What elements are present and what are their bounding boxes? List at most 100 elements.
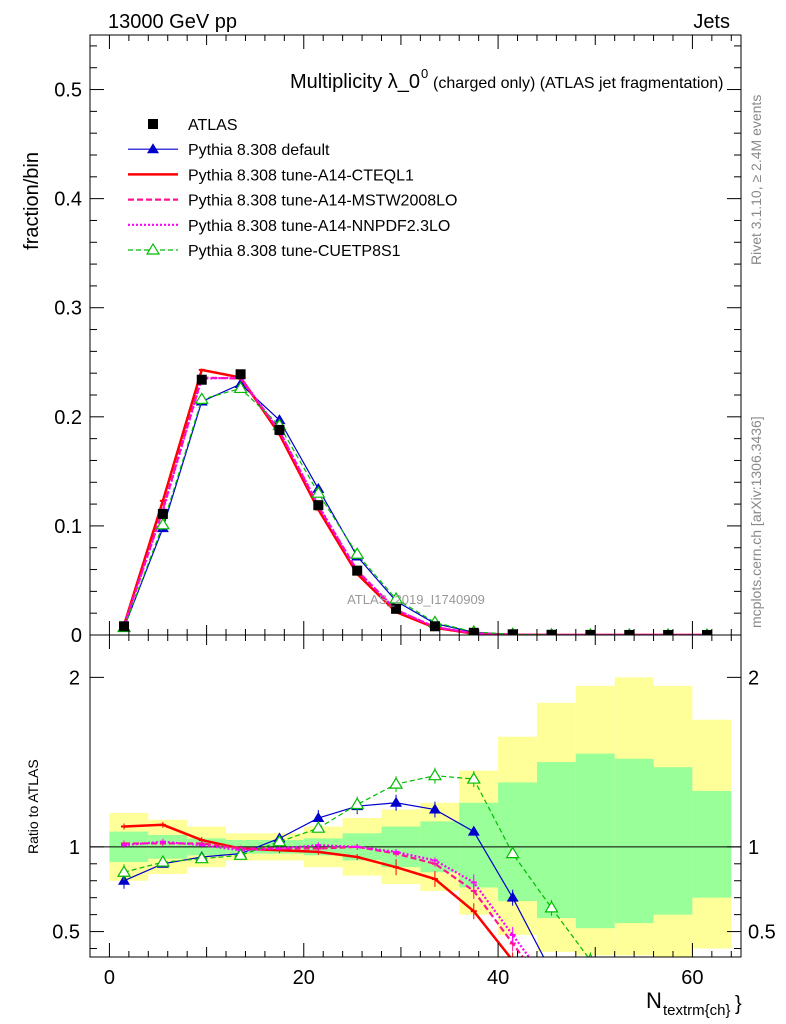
x-axis-label-main: N: [646, 988, 662, 1013]
ratio-point-pythia-8-308-tune-cuetp8s1-2: [194, 851, 209, 864]
y-tick-label-0.4: 0.4: [54, 189, 82, 211]
ratio-point-pythia-8-308-default-9: [467, 825, 480, 836]
ratio-y-tick-label-2: 2: [69, 667, 80, 689]
x-tick-label-20: 20: [293, 967, 315, 989]
main-data-point-6: [352, 565, 363, 576]
ratio-point-pythia-8-308-tune-cuetp8s1-10: [505, 846, 520, 859]
ratio-point-pythia-8-308-tune-cuetp8s1-3: [233, 848, 248, 860]
main-point-pythia-8-308-tune-cuetp8s1-1: [155, 517, 170, 530]
ratio-point-pythia-8-308-tune-cuetp8s1-12: [588, 953, 593, 957]
band-inner-12: [575, 753, 615, 929]
y-tick-label-0.1: 0.1: [54, 516, 82, 538]
main-data-point-7: [391, 603, 402, 614]
ratio-line-pythia-8-308-tune-a14-nnpdf2-3lo: [123, 840, 531, 957]
title-main: Multiplicity λ_0: [290, 71, 420, 93]
main-data-point-8: [429, 621, 440, 632]
main-panel: 0 0.1 0.2 0.3 0.4 0.5 fraction/bin ATLAS_2019…: [21, 34, 742, 647]
ratio-point-pythia-8-308-default-5: [312, 812, 325, 823]
main-point-pythia-8-308-tune-cuetp8s1-6: [350, 547, 365, 559]
band-inner-9: [459, 802, 499, 888]
legend-marker-pythia-8-308-default: [147, 143, 159, 154]
rivet-label: Rivet 3.1.10, ≥ 2.4M events: [748, 95, 764, 265]
main-data-point-12: [585, 629, 596, 635]
ratio-y-tick-label-0.5: 0.5: [52, 922, 80, 944]
ratio-panel: 0 20 40 60 0.5 0.5 1 1 2 2 Ratio to ATLAS N textr…: [25, 634, 776, 1019]
x-axis-label-sub: textrm{ch}: [663, 1002, 731, 1019]
ratio-point-pythia-8-308-default-7: [390, 796, 403, 807]
ratio-point-pythia-8-308-tune-cuetp8s1-8: [427, 768, 442, 781]
header-right: Jets: [693, 11, 730, 33]
ratio-line-pythia-8-308-tune-a14-mstw2008lo: [124, 842, 525, 957]
ratio-point-pythia-8-308-tune-cuetp8s1-4: [272, 834, 287, 847]
legend-marker-atlas: [148, 119, 158, 129]
main-line-pythia-8-308-tune-a14-cteql1-0: [122, 368, 707, 635]
y-tick-label-0.5: 0.5: [54, 80, 82, 102]
legend-label-pythia-8-308-tune-cuetp8s1: Pythia 8.308 tune-CUETP8S1: [188, 243, 401, 260]
main-line-pythia-8-308-tune-a14-mstw2008lo-0: [122, 376, 707, 635]
ratio-y-tick-label-right-2: 2: [748, 667, 759, 689]
main-line-pythia-8-308-default-0: [123, 383, 707, 635]
chart-title: Multiplicity λ_0 0 (charged only) (ATLAS…: [290, 66, 724, 93]
y-tick-label-0.2: 0.2: [54, 407, 82, 429]
ratio-frame: [89, 634, 742, 958]
band-inner-10: [498, 782, 537, 902]
ratio-line-pythia-8-308-tune-a14-cteql1: [123, 823, 512, 957]
main-data-point-9: [468, 627, 479, 635]
x-axis-label: N textrm{ch} }: [646, 988, 742, 1019]
analysis-label: ATLAS_2019_I1740909: [347, 592, 485, 607]
legend-label-pythia-8-308-tune-a14-cteql1: Pythia 8.308 tune-A14-CTEQL1: [188, 167, 414, 184]
band-inner-11: [536, 762, 576, 919]
legend-label-pythia-8-308-tune-a14-mstw2008lo: Pythia 8.308 tune-A14-MSTW2008LO: [188, 193, 457, 210]
x-tick-label-0: 0: [104, 967, 115, 989]
title-superscript: 0: [421, 66, 428, 81]
ratio-point-pythia-8-308-default-10: [506, 891, 519, 902]
main-data-point-10: [507, 629, 518, 635]
band-inner-15: [692, 790, 732, 898]
ratio-point-pythia-8-308-tune-cuetp8s1-9: [466, 771, 481, 784]
main-data-point-5: [313, 500, 324, 511]
y-tick-label-0.3: 0.3: [54, 298, 82, 320]
ratio-y-tick-label-right-1: 1: [748, 837, 759, 859]
band-inner-13: [614, 758, 654, 924]
main-data-point-2: [196, 374, 207, 385]
main-data-point-14: [663, 629, 674, 635]
main-data-point-4: [274, 424, 285, 435]
title-subtitle: (charged only) (ATLAS jet fragmentation): [433, 75, 724, 92]
main-data-point-1: [157, 508, 168, 519]
main-point-pythia-8-308-tune-cuetp8s1-7: [389, 591, 404, 604]
header-left: 13000 GeV pp: [108, 11, 237, 33]
y-axis-label: fraction/bin: [21, 152, 43, 250]
legend-marker-pythia-8-308-tune-cuetp8s1: [145, 242, 161, 255]
main-data-point-15: [701, 629, 712, 635]
legend-label-atlas: ATLAS: [188, 117, 238, 134]
ratio-y-tick-label-right-0.5: 0.5: [748, 922, 776, 944]
ratio-point-pythia-8-308-tune-cuetp8s1-5: [311, 821, 326, 833]
mcplots-label: mcplots.cern.ch [arXiv:1306.3436]: [748, 416, 764, 628]
main-point-pythia-8-308-tune-cuetp8s1-3: [233, 381, 248, 394]
ratio-point-pythia-8-308-tune-cuetp8s1-0: [116, 865, 132, 877]
legend-label-pythia-8-308-tune-a14-nnpdf2-3lo: Pythia 8.308 tune-A14-NNPDF2.3LO: [188, 218, 450, 235]
x-tick-label-60: 60: [681, 967, 703, 989]
main-data-point-13: [624, 629, 635, 635]
x-axis-label-brace: }: [735, 993, 742, 1015]
main-line-pythia-8-308-tune-a14-nnpdf2-3lo-0: [122, 376, 707, 635]
main-point-pythia-8-308-tune-cuetp8s1-2: [194, 392, 209, 404]
ratio-point-pythia-8-308-default-8: [428, 803, 441, 814]
main-data-point-3: [235, 369, 246, 380]
svg-text:Multiplicity λ_0: Multiplicity λ_0: [290, 71, 420, 93]
ratio-y-tick-label-1: 1: [69, 837, 80, 859]
main-data-point-0: [119, 621, 130, 632]
band-inner-14: [653, 767, 693, 915]
main-data-point-11: [546, 629, 557, 635]
ratio-point-pythia-8-308-tune-cuetp8s1-1: [155, 854, 170, 867]
legend-label-pythia-8-308-default: Pythia 8.308 default: [188, 142, 330, 159]
main-point-pythia-8-308-tune-cuetp8s1-5: [311, 486, 326, 498]
y-tick-label-0: 0: [71, 625, 82, 647]
ratio-point-pythia-8-308-tune-cuetp8s1-7: [389, 776, 404, 789]
x-tick-label-40: 40: [487, 967, 509, 989]
ratio-point-pythia-8-308-tune-cuetp8s1-11: [544, 900, 559, 913]
ratio-point-pythia-8-308-default-11: [546, 966, 558, 976]
legend: ATLAS Pythia 8.308 default Pythia 8.308 tu…: [128, 117, 457, 260]
ratio-y-axis-label: Ratio to ATLAS: [25, 759, 41, 854]
